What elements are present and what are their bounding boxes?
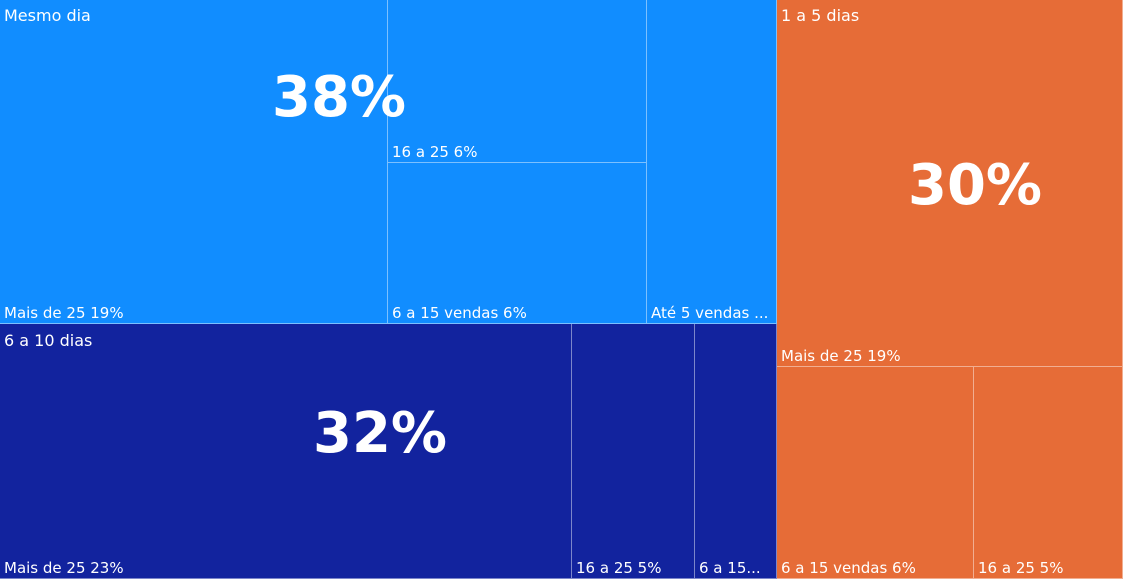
leaf-label: 6 a 15 vendas 6%	[392, 304, 527, 322]
leaf-label: Mais de 25 19%	[4, 304, 124, 322]
group-label: 1 a 5 dias	[781, 6, 860, 25]
treemap-leaf-1-a-5-dias-16-a-25[interactable]: 16 a 25 5%	[974, 367, 1123, 579]
treemap-leaf-mesmo-dia-ate-5-vendas[interactable]: Até 5 vendas ...	[647, 0, 777, 324]
treemap-group-1-a-5-dias[interactable]: Mais de 25 19% 6 a 15 vendas 6% 16 a 25 …	[777, 0, 1123, 579]
leaf-label: 16 a 25 5%	[978, 559, 1064, 577]
leaf-label: 6 a 15...	[699, 559, 761, 577]
treemap-leaf-6-a-10-dias-16-a-25[interactable]: 16 a 25 5%	[572, 324, 695, 579]
treemap-leaf-1-a-5-dias-6-a-15-vendas[interactable]: 6 a 15 vendas 6%	[777, 367, 974, 579]
group-label: 6 a 10 dias	[4, 331, 93, 350]
treemap-group-6-a-10-dias[interactable]: Mais de 25 23% 16 a 25 5% 6 a 15... 6 a …	[0, 324, 777, 579]
group-percent: 30%	[908, 153, 1043, 218]
group-percent: 38%	[272, 65, 407, 130]
leaf-label: Mais de 25 19%	[781, 347, 901, 365]
treemap-group-mesmo-dia[interactable]: Mais de 25 19% 16 a 25 6% 6 a 15 vendas …	[0, 0, 777, 324]
group-label: Mesmo dia	[4, 6, 91, 25]
treemap-leaf-mesmo-dia-mais-de-25[interactable]: Mais de 25 19%	[0, 0, 388, 324]
treemap-leaf-mesmo-dia-16-a-25[interactable]: 16 a 25 6%	[388, 0, 647, 163]
leaf-label: 6 a 15 vendas 6%	[781, 559, 916, 577]
treemap-leaf-6-a-10-dias-6-a-15-vendas[interactable]: 6 a 15...	[695, 324, 777, 579]
leaf-label: 16 a 25 6%	[392, 143, 478, 161]
leaf-label: 16 a 25 5%	[576, 559, 662, 577]
leaf-label: Até 5 vendas ...	[651, 304, 769, 322]
treemap-leaf-1-a-5-dias-mais-de-25[interactable]: Mais de 25 19%	[777, 0, 1123, 367]
treemap-leaf-mesmo-dia-6-a-15-vendas[interactable]: 6 a 15 vendas 6%	[388, 163, 647, 324]
group-percent: 32%	[313, 401, 448, 466]
leaf-label: Mais de 25 23%	[4, 559, 124, 577]
treemap-leaf-6-a-10-dias-mais-de-25[interactable]: Mais de 25 23%	[0, 324, 572, 579]
